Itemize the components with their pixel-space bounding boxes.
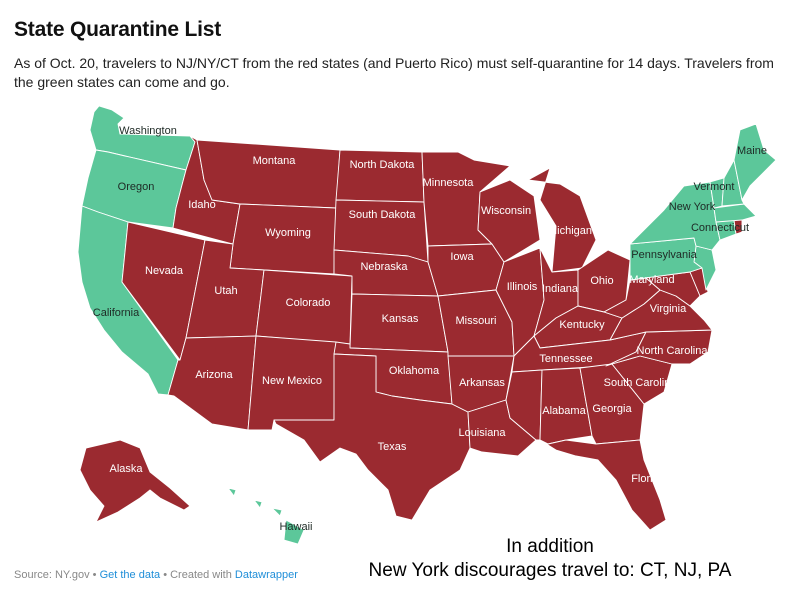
state-label-florida: Florida (631, 473, 666, 485)
state-label-colorado: Colorado (286, 297, 331, 309)
state-label-oklahoma: Oklahoma (389, 365, 440, 377)
state-label-nevada: Nevada (145, 265, 184, 277)
state-label-georgia: Georgia (592, 403, 632, 415)
state-label-vermont: Vermont (694, 181, 735, 193)
addition-heading: In addition (506, 536, 594, 557)
state-label-ohio: Ohio (590, 275, 613, 287)
state-label-south-dakota: South Dakota (349, 209, 417, 221)
state-label-maryland: Maryland (629, 274, 674, 286)
state-label-oregon: Oregon (118, 181, 155, 193)
state-wyoming[interactable] (229, 203, 337, 275)
state-label-alabama: Alabama (542, 405, 586, 417)
state-texas[interactable] (273, 353, 471, 521)
state-label-north-carolina: North Carolina (637, 345, 709, 357)
state-label-tennessee: Tennessee (539, 353, 592, 365)
state-label-utah: Utah (214, 285, 237, 297)
state-label-michigan: Michigan (548, 225, 592, 237)
state-wisconsin[interactable] (477, 179, 541, 263)
addition-note: In addition New York discourages travel … (320, 535, 780, 583)
state-alaska[interactable] (79, 439, 191, 523)
source-text: Source: NY.gov (14, 569, 90, 581)
state-maine[interactable] (733, 123, 777, 201)
state-label-washington: Washington (119, 125, 177, 137)
state-label-south-carolina: South Carolina (604, 377, 678, 389)
footer: Source: NY.gov • Get the data • Created … (14, 569, 298, 581)
page-title: State Quarantine List (14, 18, 222, 41)
state-new-hampshire[interactable] (721, 159, 745, 207)
state-label-kansas: Kansas (382, 313, 419, 325)
state-label-missouri: Missouri (456, 315, 497, 327)
state-montana[interactable] (196, 139, 341, 209)
state-label-hawaii: Hawaii (279, 521, 312, 533)
state-label-pennsylvania: Pennsylvania (631, 249, 697, 261)
state-label-north-dakota: North Dakota (350, 159, 416, 171)
separator: • (160, 569, 171, 581)
state-label-connecticut: Connecticut (691, 222, 749, 234)
state-label-wyoming: Wyoming (265, 227, 311, 239)
state-label-kentucky: Kentucky (559, 319, 605, 331)
state-label-california: California (93, 307, 140, 319)
state-label-idaho: Idaho (188, 199, 216, 211)
separator: • (89, 569, 100, 581)
state-label-iowa: Iowa (450, 251, 474, 263)
state-label-texas: Texas (378, 441, 407, 453)
state-label-maine: Maine (737, 145, 767, 157)
state-label-virginia: Virginia (650, 303, 687, 315)
state-michigan[interactable] (527, 167, 597, 273)
state-label-illinois: Illinois (507, 281, 538, 293)
state-label-montana: Montana (253, 155, 297, 167)
state-label-new-mexico: New Mexico (262, 375, 322, 387)
datawrapper-link[interactable]: Datawrapper (234, 569, 298, 581)
state-florida[interactable] (539, 439, 667, 531)
state-label-minnesota: Minnesota (423, 177, 475, 189)
state-label-nebraska: Nebraska (360, 261, 408, 273)
state-label-alaska: Alaska (109, 463, 143, 475)
get-the-data-link[interactable]: Get the data (99, 569, 161, 581)
map-description: As of Oct. 20, travelers to NJ/NY/CT fro… (14, 55, 774, 90)
state-label-indiana: Indiana (542, 283, 579, 295)
addition-detail: New York discourages travel to: CT, NJ, … (368, 560, 732, 581)
state-label-wisconsin: Wisconsin (481, 205, 531, 217)
state-label-arizona: Arizona (195, 369, 233, 381)
state-north-carolina[interactable] (605, 329, 713, 367)
state-label-arkansas: Arkansas (459, 377, 505, 389)
created-with-text: Created with (170, 569, 235, 581)
state-north-dakota[interactable] (335, 149, 425, 203)
state-label-new-york: New York (669, 201, 716, 213)
state-hawaii[interactable] (227, 487, 305, 545)
state-label-louisiana: Louisiana (458, 427, 506, 439)
